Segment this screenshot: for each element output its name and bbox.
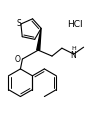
Text: N: N [70, 51, 76, 60]
Polygon shape [37, 28, 41, 50]
Text: S: S [17, 18, 21, 28]
Text: H: H [71, 46, 76, 51]
Text: O: O [15, 55, 20, 63]
Text: HCl: HCl [67, 20, 82, 29]
